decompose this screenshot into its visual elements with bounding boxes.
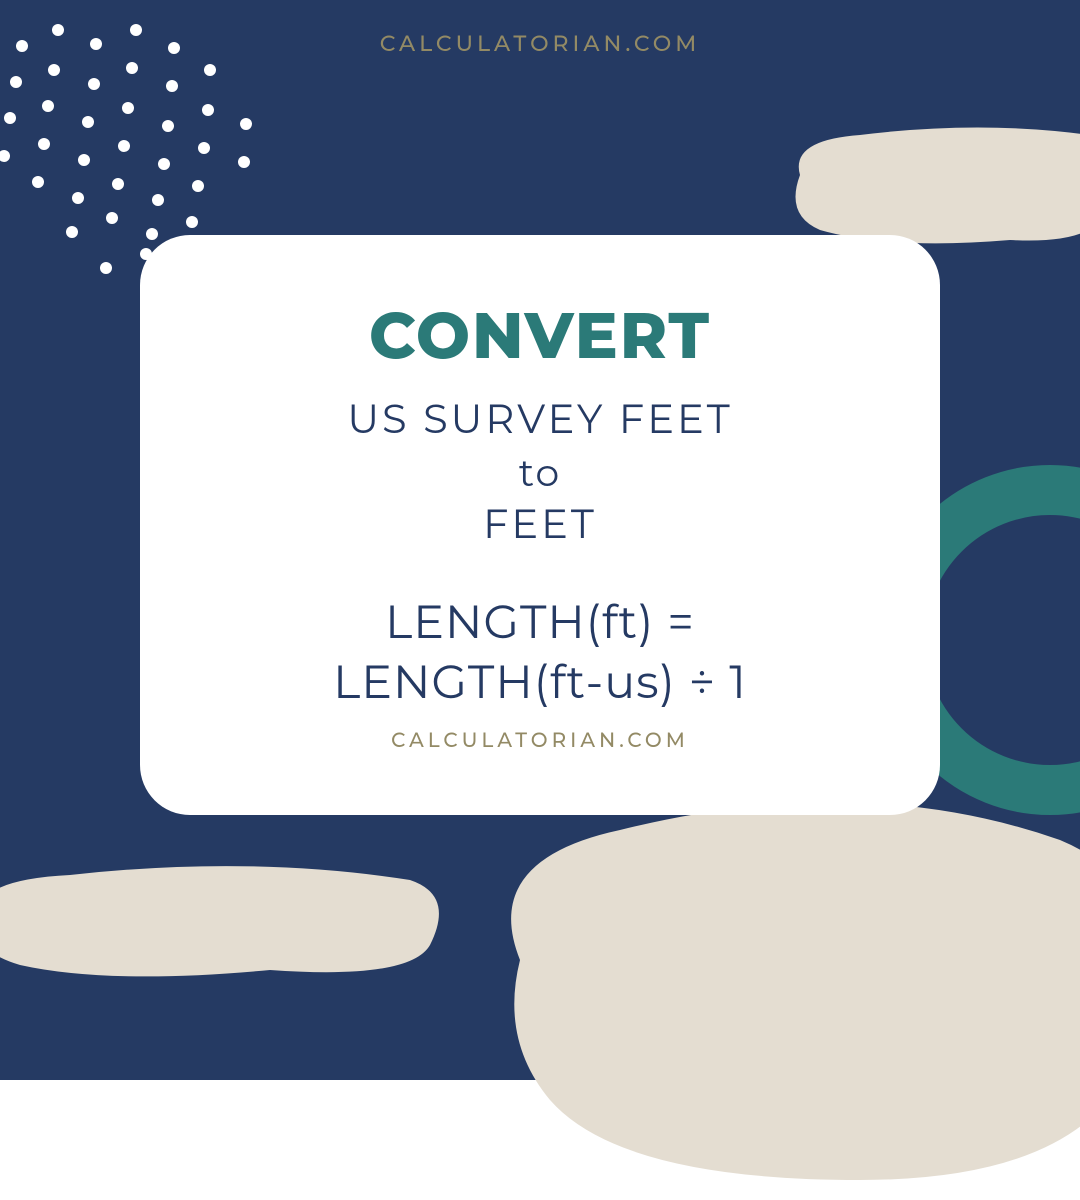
card-footer-brand: CALCULATORIAN.COM <box>391 729 689 753</box>
beige-blob-bottom <box>440 780 1080 1200</box>
formula-line-2: LENGTH(ft-us) ÷ 1 <box>333 653 747 710</box>
formula: LENGTH(ft) = LENGTH(ft-us) ÷ 1 <box>333 592 747 712</box>
beige-brush-bottom-left <box>0 850 450 990</box>
formula-line-1: LENGTH(ft) = <box>385 593 695 650</box>
header-brand: CALCULATORIAN.COM <box>0 30 1080 57</box>
content-card: CONVERT US SURVEY FEET to FEET LENGTH(ft… <box>140 235 940 815</box>
card-title: CONVERT <box>369 297 711 375</box>
to-unit: FEET <box>483 498 597 552</box>
to-word: to <box>519 447 562 498</box>
infographic-canvas: CALCULATORIAN.COM CONVERT US SURVEY FEET… <box>0 0 1080 1080</box>
from-unit: US SURVEY FEET <box>347 393 732 447</box>
